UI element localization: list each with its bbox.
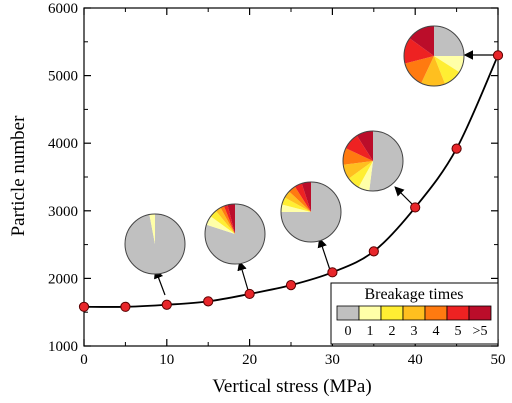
pie-slice — [434, 56, 460, 84]
pie-slice — [434, 26, 464, 56]
data-point — [451, 143, 462, 154]
x-tick-label: 40 — [408, 352, 423, 368]
pie-slice — [220, 206, 235, 234]
pie-slice — [210, 210, 235, 234]
pie-slice — [409, 26, 434, 56]
y-axis-title: Particle number — [8, 115, 29, 236]
breakage-pie — [124, 213, 186, 275]
data-point — [327, 267, 338, 278]
legend: Breakage times 0 1 2 3 4 5 >5 — [330, 282, 499, 345]
pie-slice — [421, 56, 446, 86]
pie-outline — [124, 213, 186, 275]
data-points — [78, 50, 504, 312]
pie-arrow — [317, 237, 331, 271]
breakage-pie — [280, 181, 342, 243]
pie-slice — [227, 204, 235, 234]
data-point — [161, 299, 172, 310]
pie-outline — [204, 203, 266, 265]
breakage-pie-charts — [124, 25, 465, 275]
pie-slice — [281, 197, 311, 212]
y-tick-label: 1000 — [48, 339, 78, 355]
y-tick-label: 2000 — [48, 271, 78, 287]
pie-slice — [343, 161, 373, 179]
pie-slice — [343, 148, 373, 165]
pie-slice — [348, 161, 373, 188]
pie-slice — [215, 207, 235, 234]
pie-slice — [149, 214, 155, 244]
legend-swatch — [336, 305, 360, 321]
pie-arrow — [154, 268, 166, 296]
pie-slice — [206, 216, 235, 234]
x-tick-label: 0 — [80, 352, 88, 368]
pie-slice — [281, 204, 311, 212]
pie-outline — [280, 181, 342, 243]
legend-swatch — [380, 305, 404, 321]
y-tick-label: 6000 — [48, 1, 78, 17]
fit-curve-layer — [83, 54, 499, 308]
pie-slice — [369, 131, 403, 191]
x-tick-label: 20 — [242, 352, 257, 368]
pie-outline — [403, 25, 465, 87]
legend-label: 0 — [345, 324, 352, 339]
fit-curve — [83, 54, 499, 308]
pie-slice — [284, 191, 311, 212]
legend-swatch — [358, 305, 382, 321]
pie-slice — [294, 183, 311, 212]
legend-label: 3 — [411, 324, 418, 339]
pie-arrows — [154, 50, 496, 296]
legend-label: 2 — [389, 324, 396, 339]
legend-swatch — [446, 305, 470, 321]
x-tick-label: 10 — [159, 352, 174, 368]
y-tick-label: 4000 — [48, 136, 78, 152]
x-tick-label: 50 — [491, 352, 506, 368]
pie-slice — [301, 182, 311, 212]
data-point — [120, 301, 131, 312]
pie-slice — [125, 214, 186, 274]
legend-label: 5 — [455, 324, 462, 339]
y-tick-label: 5000 — [48, 69, 78, 85]
data-point — [285, 280, 297, 291]
y-tick-label: 3000 — [48, 204, 78, 220]
breakage-pie — [204, 203, 266, 265]
pie-slice — [205, 204, 266, 264]
legend-swatch — [424, 305, 448, 321]
data-point — [203, 296, 214, 307]
legend-title: Breakage times — [364, 286, 463, 303]
data-point — [492, 50, 504, 61]
data-point — [78, 301, 90, 312]
legend-label: 4 — [433, 324, 440, 339]
legend-swatch — [402, 305, 426, 321]
pie-slice — [223, 204, 235, 234]
pie-slice — [404, 38, 434, 64]
pie-outline — [342, 130, 404, 192]
x-tick-label: 30 — [325, 352, 340, 368]
pie-slice — [289, 186, 311, 212]
pie-slice — [345, 135, 373, 161]
data-point — [368, 246, 379, 257]
breakage-pie — [342, 130, 404, 192]
data-point — [410, 202, 421, 213]
pie-slice — [358, 161, 373, 191]
pie-slice — [356, 131, 373, 161]
breakage-pie — [403, 25, 465, 87]
data-point — [244, 288, 255, 300]
pie-slice — [434, 56, 464, 73]
legend-label: >5 — [473, 324, 488, 339]
legend-label: 1 — [367, 324, 374, 339]
pie-arrow — [394, 186, 415, 207]
pie-arrow — [237, 260, 249, 291]
legend-swatch — [468, 305, 492, 321]
legend-swatches: 0 1 2 3 4 5 >5 — [336, 305, 492, 339]
x-axis-title: Vertical stress (MPa) — [212, 376, 371, 397]
